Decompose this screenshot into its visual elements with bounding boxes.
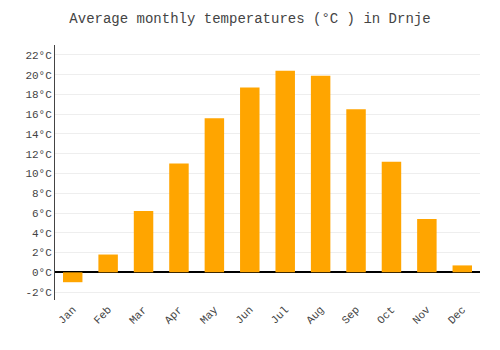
svg-text:2°C: 2°C bbox=[32, 247, 52, 259]
svg-text:22°C: 22°C bbox=[25, 50, 52, 62]
svg-text:Jan: Jan bbox=[56, 304, 78, 326]
svg-text:16°C: 16°C bbox=[25, 109, 52, 121]
svg-text:12°C: 12°C bbox=[25, 149, 52, 161]
svg-text:Jun: Jun bbox=[233, 304, 255, 326]
svg-text:4°C: 4°C bbox=[32, 228, 52, 240]
svg-text:8°C: 8°C bbox=[32, 188, 52, 200]
svg-text:Dec: Dec bbox=[446, 304, 468, 326]
svg-text:Aug: Aug bbox=[304, 304, 326, 326]
svg-text:Average monthly temperatures (: Average monthly temperatures (°C ) in Dr… bbox=[69, 11, 430, 27]
svg-text:Apr: Apr bbox=[162, 304, 184, 326]
svg-text:10°C: 10°C bbox=[25, 168, 52, 180]
svg-text:14°C: 14°C bbox=[25, 129, 52, 141]
svg-text:Oct: Oct bbox=[375, 304, 397, 326]
svg-text:Nov: Nov bbox=[410, 304, 433, 327]
svg-text:-2°C: -2°C bbox=[25, 287, 52, 299]
svg-text:20°C: 20°C bbox=[25, 70, 52, 82]
svg-text:Feb: Feb bbox=[92, 304, 114, 326]
svg-text:6°C: 6°C bbox=[32, 208, 52, 220]
svg-text:Jul: Jul bbox=[269, 304, 291, 326]
svg-text:0°C: 0°C bbox=[32, 267, 52, 279]
svg-text:Sep: Sep bbox=[340, 304, 362, 326]
svg-text:18°C: 18°C bbox=[25, 89, 52, 101]
svg-text:May: May bbox=[198, 304, 221, 327]
svg-text:Mar: Mar bbox=[127, 304, 149, 326]
